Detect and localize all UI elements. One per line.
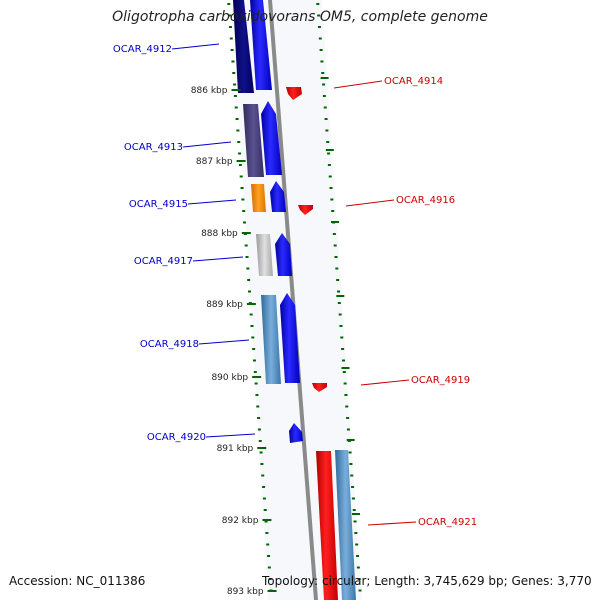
leader-line [182, 141, 232, 148]
gene-ocar-4913-cog[interactable] [243, 104, 264, 177]
gene-ocar-4917-cog[interactable] [256, 234, 273, 276]
leader-line [171, 43, 220, 50]
right-gene-labels: OCAR_4914 OCAR_4916 OCAR_4919 OCAR_4921 [333, 76, 477, 528]
cog-track [233, 0, 356, 600]
leader-line [187, 199, 237, 205]
topology-text: Topology: circular; Length: 3,745,629 bp… [262, 574, 592, 588]
kbp-tick-label: 890 kbp [211, 373, 248, 383]
gene-ocar-4912-arrow[interactable] [250, 0, 272, 90]
accession-text: Accession: NC_011386 [9, 574, 146, 588]
gene-ocar-4919-arrow[interactable] [312, 383, 327, 392]
kbp-tick-label: 891 kbp [217, 444, 254, 454]
gene-ocar-4915-cog[interactable] [251, 184, 266, 212]
leader-line [192, 256, 244, 262]
kbp-tick-labels: 886 kbp 887 kbp 888 kbp 889 kbp 890 kbp 891 k… [191, 86, 277, 597]
leader-line [367, 521, 417, 526]
gene-ocar-4915-arrow[interactable] [270, 181, 286, 212]
left-gene-labels: OCAR_4912 OCAR_4913 OCAR_4915 OCAR_4917 OCAR… [113, 43, 256, 443]
strand-track [250, 0, 338, 600]
gene-label-left[interactable]: OCAR_4912 [113, 44, 172, 55]
gene-label-left[interactable]: OCAR_4920 [147, 432, 206, 443]
kbp-tick-label: 893 kbp [227, 587, 264, 597]
gene-ocar-4918-cog[interactable] [261, 295, 281, 384]
leader-line [360, 379, 410, 386]
leader-line [205, 433, 256, 438]
kbp-tick-label: 889 kbp [206, 300, 243, 310]
kbp-tick-label: 888 kbp [201, 229, 238, 239]
gene-ocar-4917-arrow[interactable] [275, 233, 292, 276]
kbp-tick-label: 886 kbp [191, 86, 228, 96]
gene-label-right[interactable]: OCAR_4916 [396, 195, 455, 206]
gene-ocar-4921-cog[interactable] [335, 450, 356, 600]
gene-ocar-4921-arrow[interactable] [316, 451, 338, 600]
leader-line [333, 80, 383, 89]
gene-ocar-4913-arrow[interactable] [261, 101, 282, 175]
kbp-tick-label: 892 kbp [222, 516, 259, 526]
gene-label-right[interactable]: OCAR_4919 [411, 375, 470, 386]
left-tick-rail [227, 3, 273, 592]
gene-ocar-4916-arrow[interactable] [298, 205, 313, 215]
kbp-tick-label: 887 kbp [196, 157, 233, 167]
leader-line [345, 199, 395, 207]
gene-ocar-4912-cog[interactable] [233, 0, 254, 93]
gene-label-right[interactable]: OCAR_4914 [384, 76, 443, 87]
gene-label-left[interactable]: OCAR_4913 [124, 142, 183, 153]
gene-label-right[interactable]: OCAR_4921 [418, 517, 477, 528]
gene-ocar-4918-arrow[interactable] [280, 293, 300, 383]
leader-line [198, 339, 250, 345]
gene-label-left[interactable]: OCAR_4917 [134, 256, 193, 267]
gene-label-left[interactable]: OCAR_4915 [129, 199, 188, 210]
genome-backbone [268, 0, 318, 600]
map-title: Oligotropha carboxidovorans OM5, complet… [112, 9, 488, 25]
gene-ocar-4914-arrow[interactable] [286, 87, 302, 100]
right-tick-rail [316, 3, 362, 592]
gene-label-left[interactable]: OCAR_4918 [140, 339, 199, 350]
gene-ocar-4920-arrow[interactable] [289, 423, 303, 443]
